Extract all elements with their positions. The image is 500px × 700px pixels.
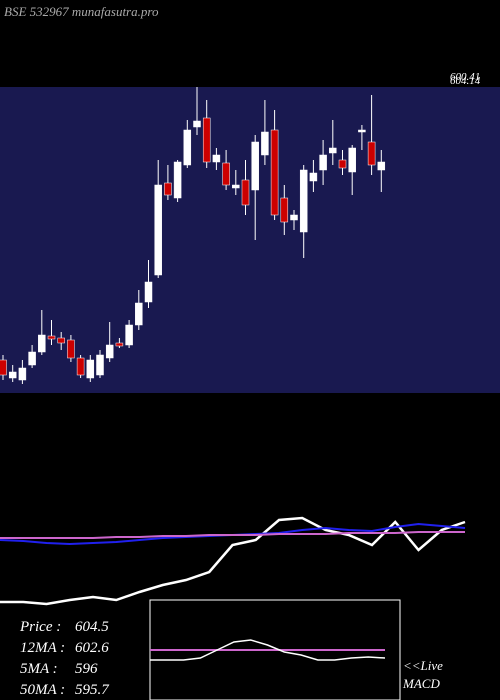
candle-body <box>135 302 143 326</box>
ma-line <box>0 516 466 606</box>
candle-body <box>299 169 308 233</box>
live-label: <<Live <box>403 658 443 673</box>
candle-body <box>96 354 104 376</box>
candle-body <box>144 281 153 303</box>
stat-label: 50MA : <box>20 682 65 698</box>
candle-body <box>57 337 65 344</box>
candle-body <box>28 351 36 366</box>
candle-body <box>232 184 240 189</box>
candle-body <box>202 117 211 163</box>
macd-line <box>150 639 386 661</box>
candle-body <box>0 359 7 376</box>
candle-body <box>67 339 75 359</box>
candle-panel <box>0 87 500 393</box>
candle-body <box>76 357 85 376</box>
candle-body <box>115 342 124 347</box>
candle-body <box>270 129 279 216</box>
stat-label: 12MA : <box>20 640 65 656</box>
macd-label: MACD <box>402 676 440 691</box>
candle-body <box>290 214 298 221</box>
candle-body <box>319 154 327 171</box>
title: BSE 532967 munafasutra.pro <box>4 4 159 19</box>
candle-body <box>173 161 182 199</box>
candle-body <box>377 161 386 171</box>
candle-body <box>251 141 259 191</box>
candle-body <box>8 371 17 379</box>
candle-body <box>193 120 201 128</box>
candle-body <box>261 131 269 156</box>
candle-body <box>38 334 46 353</box>
candle-body <box>183 129 192 166</box>
candle-body <box>367 141 376 166</box>
candle-body <box>358 129 366 133</box>
stat-value: 596 <box>75 661 98 677</box>
candle-body <box>212 154 221 163</box>
candle-body <box>241 179 250 206</box>
stat-value: 595.7 <box>75 682 110 698</box>
stat-value: 604.5 <box>75 619 109 635</box>
candle-body <box>125 324 133 346</box>
candle-body <box>86 359 95 379</box>
stat-value: 602.6 <box>75 640 109 656</box>
ma-line <box>0 531 465 539</box>
candle-body <box>309 172 318 182</box>
candle-body <box>47 335 56 340</box>
candle-body <box>280 197 289 223</box>
candle-body <box>222 162 230 186</box>
candle-body <box>348 147 356 173</box>
candle-body <box>105 344 114 359</box>
candle-body <box>154 184 162 276</box>
candle-body <box>164 182 172 196</box>
candle-body <box>338 159 347 169</box>
stat-label: Price : <box>19 619 61 635</box>
price-label: 600.41 <box>450 71 480 83</box>
candle-body <box>329 147 337 154</box>
price-label: 604.14 <box>450 75 481 87</box>
candle-body <box>18 367 27 381</box>
stat-label: 5MA : <box>20 661 58 677</box>
